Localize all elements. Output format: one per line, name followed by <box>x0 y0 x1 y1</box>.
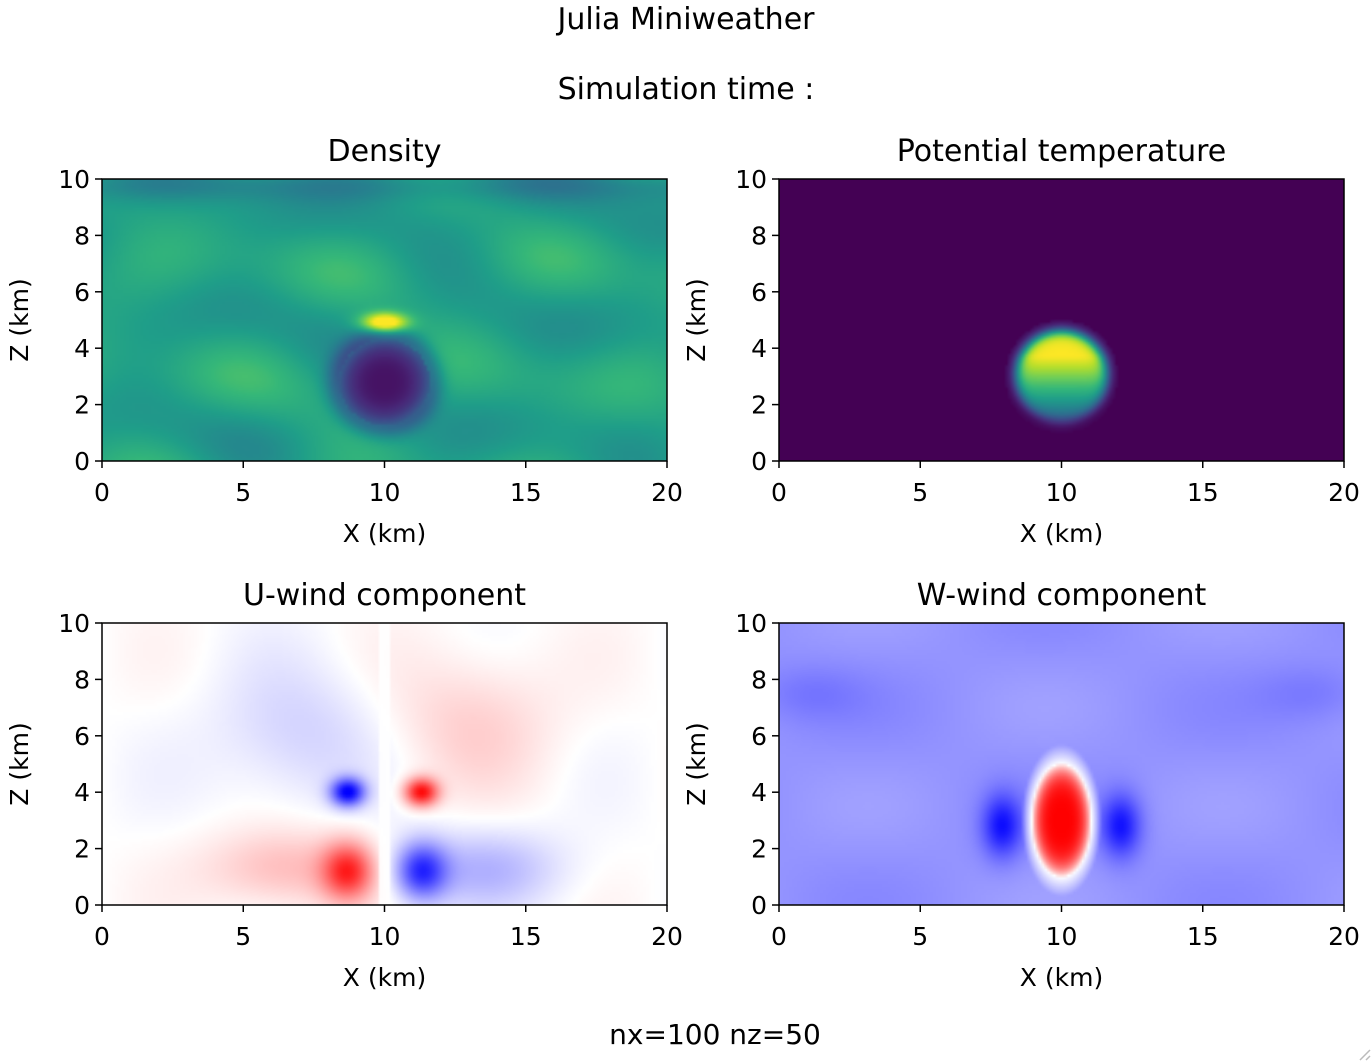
y-axis-label: Z (km) <box>5 278 34 361</box>
x-axis-label: X (km) <box>343 963 426 992</box>
y-tick-label: 8 <box>751 221 767 250</box>
x-tick-label: 0 <box>94 478 110 507</box>
y-tick-label: 8 <box>751 665 767 694</box>
y-tick-label: 6 <box>751 722 767 751</box>
x-tick-label: 5 <box>235 478 251 507</box>
y-tick-label: 0 <box>751 891 767 920</box>
wwind-heatmap-image <box>779 623 1344 905</box>
y-tick-label: 10 <box>58 165 90 194</box>
y-tick-label: 6 <box>74 278 90 307</box>
x-tick-label: 20 <box>1328 478 1360 507</box>
x-tick-label: 20 <box>1328 922 1360 951</box>
y-tick-label: 0 <box>751 447 767 476</box>
x-tick-label: 10 <box>369 922 401 951</box>
y-tick-label: 0 <box>74 891 90 920</box>
chart-panel-uwind: U-wind component 0 5 10 15 20 0 2 4 6 8 10 X (km) Z (… <box>5 578 683 992</box>
y-tick-label: 2 <box>751 835 767 864</box>
y-tick-label: 6 <box>751 278 767 307</box>
y-tick-label: 8 <box>74 665 90 694</box>
x-tick-label: 0 <box>94 922 110 951</box>
uwind-heatmap-image <box>102 623 667 905</box>
chart-panel-wwind: W-wind component 0 5 10 15 20 0 2 4 6 8 10 X (km) Z (… <box>682 578 1360 992</box>
figure-footer: nx=100 nz=50 <box>609 1018 821 1051</box>
y-tick-label: 10 <box>58 609 90 638</box>
y-tick-label: 2 <box>751 391 767 420</box>
y-tick-label: 8 <box>74 221 90 250</box>
x-tick-label: 5 <box>235 922 251 951</box>
x-tick-label: 15 <box>510 922 542 951</box>
panel-title: W-wind component <box>917 578 1207 613</box>
x-tick-label: 10 <box>369 478 401 507</box>
panel-title: Density <box>327 134 441 169</box>
x-tick-label: 5 <box>912 922 928 951</box>
y-tick-label: 4 <box>74 778 90 807</box>
x-axis-label: X (km) <box>343 519 426 548</box>
y-tick-label: 10 <box>735 609 767 638</box>
theta-heatmap-image <box>779 179 1344 461</box>
resize-handle-icon[interactable] <box>1348 1038 1372 1062</box>
y-tick-label: 0 <box>74 447 90 476</box>
y-axis-label: Z (km) <box>5 722 34 805</box>
chart-panel-theta: Potential temperature 0 5 10 15 20 0 2 4 6 8 10 X (k… <box>682 134 1360 548</box>
figure-subtitle: Simulation time : <box>557 72 815 107</box>
y-tick-label: 2 <box>74 835 90 864</box>
x-tick-label: 15 <box>1187 478 1219 507</box>
y-tick-label: 6 <box>74 722 90 751</box>
y-tick-label: 2 <box>74 391 90 420</box>
y-axis-label: Z (km) <box>682 722 711 805</box>
x-tick-label: 5 <box>912 478 928 507</box>
x-tick-label: 20 <box>651 922 683 951</box>
y-tick-label: 4 <box>751 334 767 363</box>
x-axis-label: X (km) <box>1020 963 1103 992</box>
x-tick-label: 0 <box>771 478 787 507</box>
panel-title: U-wind component <box>243 578 526 613</box>
y-tick-label: 4 <box>751 778 767 807</box>
x-tick-label: 20 <box>651 478 683 507</box>
x-tick-label: 15 <box>510 478 542 507</box>
x-tick-label: 15 <box>1187 922 1219 951</box>
y-tick-label: 4 <box>74 334 90 363</box>
x-axis-label: X (km) <box>1020 519 1103 548</box>
y-tick-label: 10 <box>735 165 767 194</box>
figure-title: Julia Miniweather <box>557 2 815 37</box>
x-tick-label: 10 <box>1046 478 1078 507</box>
panel-title: Potential temperature <box>897 134 1227 169</box>
density-heatmap-image <box>102 179 667 461</box>
chart-panel-density: Density 0 5 10 15 20 0 2 4 6 8 10 X (km) Z (km) <box>5 134 683 548</box>
x-tick-label: 0 <box>771 922 787 951</box>
x-tick-label: 10 <box>1046 922 1078 951</box>
y-axis-label: Z (km) <box>682 278 711 361</box>
